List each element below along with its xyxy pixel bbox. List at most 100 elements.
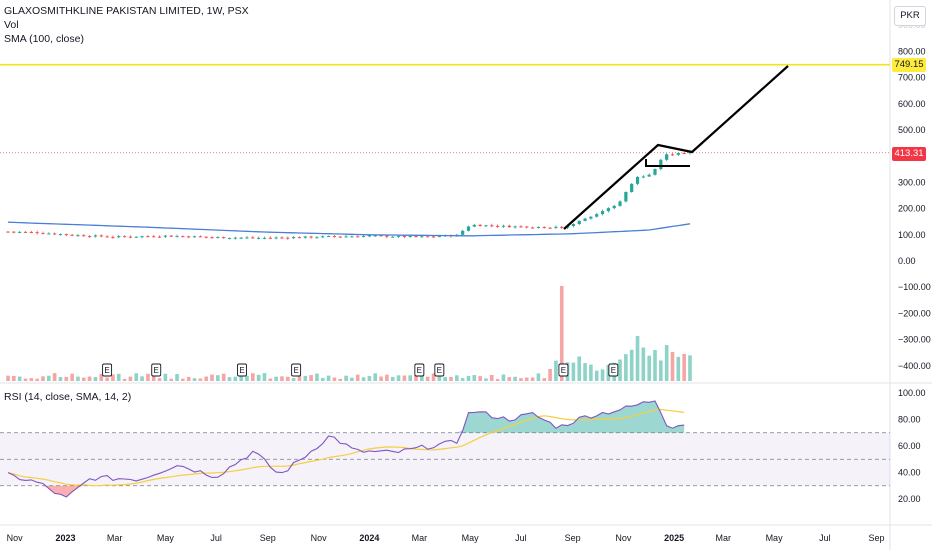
candle-body — [198, 236, 202, 238]
candle-body — [367, 235, 371, 237]
earnings-badge[interactable]: E — [291, 363, 302, 377]
flag-drawing — [645, 159, 690, 167]
earnings-badge-box — [434, 363, 445, 377]
volume-bar — [17, 376, 22, 381]
volume-bar — [291, 378, 296, 381]
volume-bar — [478, 376, 482, 381]
candle-body — [88, 236, 92, 238]
candle-body — [93, 235, 98, 237]
volume-bar — [163, 373, 168, 381]
candle-body — [647, 174, 651, 177]
earnings-badge-box — [151, 363, 162, 377]
symbol-title[interactable]: GLAXOSMITHKLINE PAKISTAN LIMITED, 1W, PS… — [4, 5, 249, 17]
time-tick-label: Nov — [311, 533, 328, 543]
currency-button[interactable]: PKR — [894, 6, 926, 26]
volume-bar — [175, 374, 179, 381]
earnings-badge-box — [414, 363, 425, 377]
volume-bar — [227, 377, 232, 381]
volume-legend[interactable]: Vol — [4, 19, 19, 31]
candle-body — [122, 236, 127, 238]
candle-body — [53, 233, 57, 235]
earnings-badge[interactable]: E — [434, 363, 445, 377]
volume-bar — [285, 376, 290, 381]
candle-body — [420, 236, 424, 238]
price-tick-label: −100.00 — [898, 282, 931, 292]
volume-bar — [513, 376, 517, 381]
volume-bar — [449, 376, 453, 381]
earnings-badge[interactable]: E — [608, 363, 619, 377]
earnings-badge[interactable]: E — [414, 363, 425, 377]
earnings-badge-label: E — [154, 366, 159, 375]
earnings-badge[interactable]: E — [237, 363, 247, 377]
earnings-badge[interactable]: E — [102, 363, 113, 377]
volume-bar — [47, 375, 51, 381]
volume-bar — [151, 374, 156, 381]
candle-body — [321, 236, 325, 238]
volume-bar — [618, 359, 622, 381]
earnings-badge-label: E — [293, 366, 298, 375]
candle-body — [571, 224, 576, 226]
candle-body — [356, 236, 360, 238]
volume-bar — [355, 374, 360, 381]
volume-bar — [589, 364, 593, 381]
volume-bar — [629, 349, 634, 381]
sma-legend[interactable]: SMA (100, close) — [4, 33, 84, 45]
volume-bar — [379, 376, 383, 381]
candle-body — [589, 216, 593, 219]
earnings-badge-box — [291, 363, 302, 377]
candle-body — [676, 153, 680, 155]
volume-bar — [344, 375, 348, 381]
volume-bar — [268, 378, 273, 381]
volume-bar — [105, 377, 109, 381]
rsi-legend[interactable]: RSI (14, close, SMA, 14, 2) — [4, 391, 132, 403]
earnings-badge-label: E — [239, 366, 244, 375]
candle-body — [560, 226, 564, 228]
volume-bar — [198, 378, 203, 381]
volume-bar — [460, 378, 465, 381]
volume-bar — [58, 377, 63, 381]
rsi-tick-label: 100.00 — [898, 388, 926, 398]
candle-body — [297, 237, 302, 239]
volume-bar — [653, 350, 657, 381]
volume-bar — [484, 378, 488, 381]
candle-body — [385, 235, 389, 237]
earnings-badge[interactable]: E — [151, 363, 162, 377]
candle-body — [618, 201, 622, 206]
candle-body — [659, 159, 663, 170]
volume-bar — [192, 378, 197, 381]
earnings-badge-box — [558, 363, 569, 377]
price-tick-label: −300.00 — [898, 335, 931, 345]
volume-bar — [29, 378, 34, 381]
time-tick-label: May — [766, 533, 784, 543]
volume-bar — [396, 375, 401, 381]
earnings-badge-label: E — [561, 366, 566, 375]
time-tick-label: Mar — [107, 533, 123, 543]
time-tick-label: May — [157, 533, 175, 543]
last-price-tag: 413.31 — [892, 147, 926, 161]
volume-bar — [350, 377, 354, 381]
volume-bar — [204, 376, 208, 381]
time-axis: Nov 2023 Mar May Jul Sep Nov 2024 Mar May Jul Sep No… — [7, 533, 885, 543]
volume-bar — [140, 376, 144, 381]
volume-bar — [116, 373, 121, 381]
time-tick-label: Jul — [210, 533, 222, 543]
price-tick-label: −200.00 — [898, 308, 931, 318]
candle-body — [437, 236, 441, 238]
volume-bar — [320, 377, 325, 381]
earnings-badge[interactable]: E — [558, 363, 569, 377]
volume-bar — [559, 286, 564, 381]
volume-bar — [373, 373, 378, 381]
volume-bar — [233, 376, 238, 381]
candle-body — [216, 237, 220, 239]
candle-body — [268, 237, 272, 239]
candle-body — [181, 236, 185, 238]
volume-bar — [303, 375, 308, 381]
volume-bar — [181, 378, 185, 381]
candle-body — [338, 236, 342, 238]
rsi-tick-label: 40.00 — [898, 468, 921, 478]
candle-body — [128, 236, 133, 238]
volume-bar — [122, 378, 127, 381]
candle-body — [192, 236, 197, 238]
